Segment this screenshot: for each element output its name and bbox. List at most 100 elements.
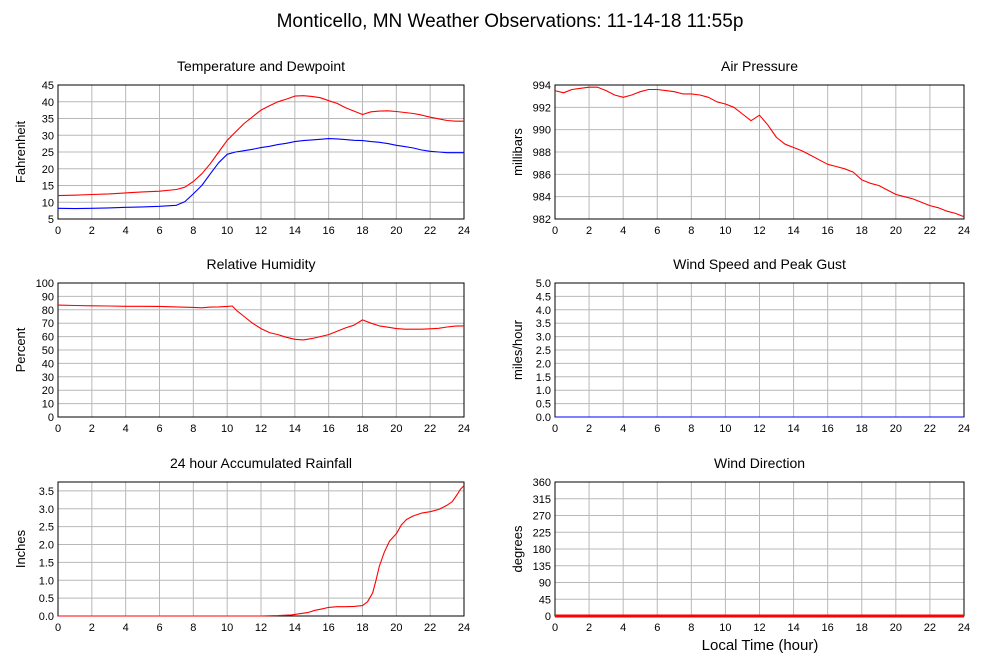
x-tick-label: 6 (156, 225, 162, 237)
y-tick-label: 3.0 (39, 504, 54, 516)
x-tick-label: 22 (424, 622, 436, 634)
y-tick-label: 5.0 (536, 278, 551, 290)
x-tick-label: 6 (156, 622, 162, 634)
x-tick-label: 22 (924, 423, 936, 435)
x-tick-label: 10 (719, 423, 731, 435)
x-tick-label: 14 (289, 423, 301, 435)
y-tick-label: 1.0 (536, 385, 551, 397)
y-tick-label: 35 (42, 114, 54, 126)
x-tick-label: 14 (787, 423, 799, 435)
y-tick-label: 984 (533, 192, 551, 204)
x-tick-label: 22 (424, 225, 436, 237)
x-tick-label: 2 (89, 423, 95, 435)
y-tick-label: 40 (42, 97, 54, 109)
x-tick-label: 18 (356, 423, 368, 435)
x-tick-label: 24 (958, 225, 970, 237)
y-tick-label: 60 (42, 332, 54, 344)
y-tick-label: 270 (533, 511, 551, 523)
x-tick-label: 10 (221, 423, 233, 435)
x-tick-label: 8 (688, 423, 694, 435)
chart-title: Wind Direction (714, 455, 805, 471)
x-tick-label: 20 (390, 423, 402, 435)
y-tick-label: 992 (533, 102, 551, 114)
y-axis-label: Fahrenheit (13, 121, 28, 184)
y-tick-label: 982 (533, 214, 551, 226)
x-tick-label: 22 (924, 225, 936, 237)
y-tick-label: 1.5 (536, 372, 551, 384)
y-tick-label: 2.5 (536, 345, 551, 357)
series-line-0 (554, 86, 965, 218)
x-tick-label: 4 (620, 225, 626, 237)
y-tick-label: 0 (545, 611, 551, 623)
y-tick-label: 25 (42, 147, 54, 159)
y-tick-label: 2.5 (39, 522, 54, 534)
x-tick-label: 4 (123, 622, 129, 634)
y-tick-label: 3.5 (536, 318, 551, 330)
x-tick-label: 24 (958, 423, 970, 435)
x-tick-label: 18 (856, 622, 868, 634)
x-tick-label: 4 (620, 622, 626, 634)
x-tick-label: 20 (890, 225, 902, 237)
x-tick-label: 22 (424, 423, 436, 435)
y-tick-label: 990 (533, 125, 551, 137)
y-tick-label: 80 (42, 305, 54, 317)
y-tick-label: 30 (42, 372, 54, 384)
x-tick-label: 2 (586, 225, 592, 237)
x-tick-label: 8 (190, 622, 196, 634)
y-tick-label: 70 (42, 318, 54, 330)
x-tick-label: 20 (890, 622, 902, 634)
x-tick-label: 4 (123, 423, 129, 435)
x-tick-label: 24 (458, 622, 470, 634)
x-tick-label: 10 (221, 225, 233, 237)
y-tick-label: 10 (42, 197, 54, 209)
x-tick-label: 16 (323, 423, 335, 435)
x-tick-label: 24 (458, 225, 470, 237)
x-tick-label: 2 (586, 423, 592, 435)
y-tick-label: 45 (42, 80, 54, 92)
y-tick-label: 2.0 (39, 540, 54, 552)
y-tick-label: 0.0 (536, 412, 551, 424)
y-axis-label: millibars (510, 128, 525, 176)
x-tick-label: 18 (356, 622, 368, 634)
x-tick-label: 10 (719, 622, 731, 634)
x-tick-label: 16 (822, 225, 834, 237)
y-tick-label: 100 (36, 278, 54, 290)
y-tick-label: 180 (533, 544, 551, 556)
y-axis-label: Inches (13, 529, 28, 568)
y-tick-label: 90 (539, 578, 551, 590)
x-tick-label: 0 (55, 225, 61, 237)
x-tick-label: 6 (654, 622, 660, 634)
x-tick-label: 4 (123, 225, 129, 237)
chart-title: Wind Speed and Peak Gust (673, 256, 846, 272)
plot-frame (57, 84, 465, 220)
x-tick-label: 10 (719, 225, 731, 237)
y-tick-label: 5 (48, 214, 54, 226)
x-tick-label: 16 (323, 622, 335, 634)
x-tick-label: 16 (323, 225, 335, 237)
x-tick-label: 14 (787, 225, 799, 237)
y-tick-label: 225 (533, 527, 551, 539)
page-title: Monticello, MN Weather Observations: 11-… (277, 11, 744, 32)
y-tick-label: 988 (533, 147, 551, 159)
x-tick-label: 0 (55, 423, 61, 435)
y-tick-label: 20 (42, 385, 54, 397)
x-tick-label: 20 (390, 622, 402, 634)
y-tick-label: 1.5 (39, 557, 54, 569)
x-tick-label: 10 (221, 622, 233, 634)
plot-frame (554, 84, 965, 220)
x-tick-label: 2 (89, 225, 95, 237)
x-tick-label: 14 (289, 622, 301, 634)
y-tick-label: 994 (533, 80, 551, 92)
y-tick-label: 986 (533, 169, 551, 181)
x-tick-label: 18 (356, 225, 368, 237)
y-tick-label: 0.0 (39, 611, 54, 623)
y-axis-label: miles/hour (510, 319, 525, 380)
x-tick-label: 12 (753, 423, 765, 435)
y-tick-label: 90 (42, 291, 54, 303)
x-tick-label: 12 (753, 622, 765, 634)
